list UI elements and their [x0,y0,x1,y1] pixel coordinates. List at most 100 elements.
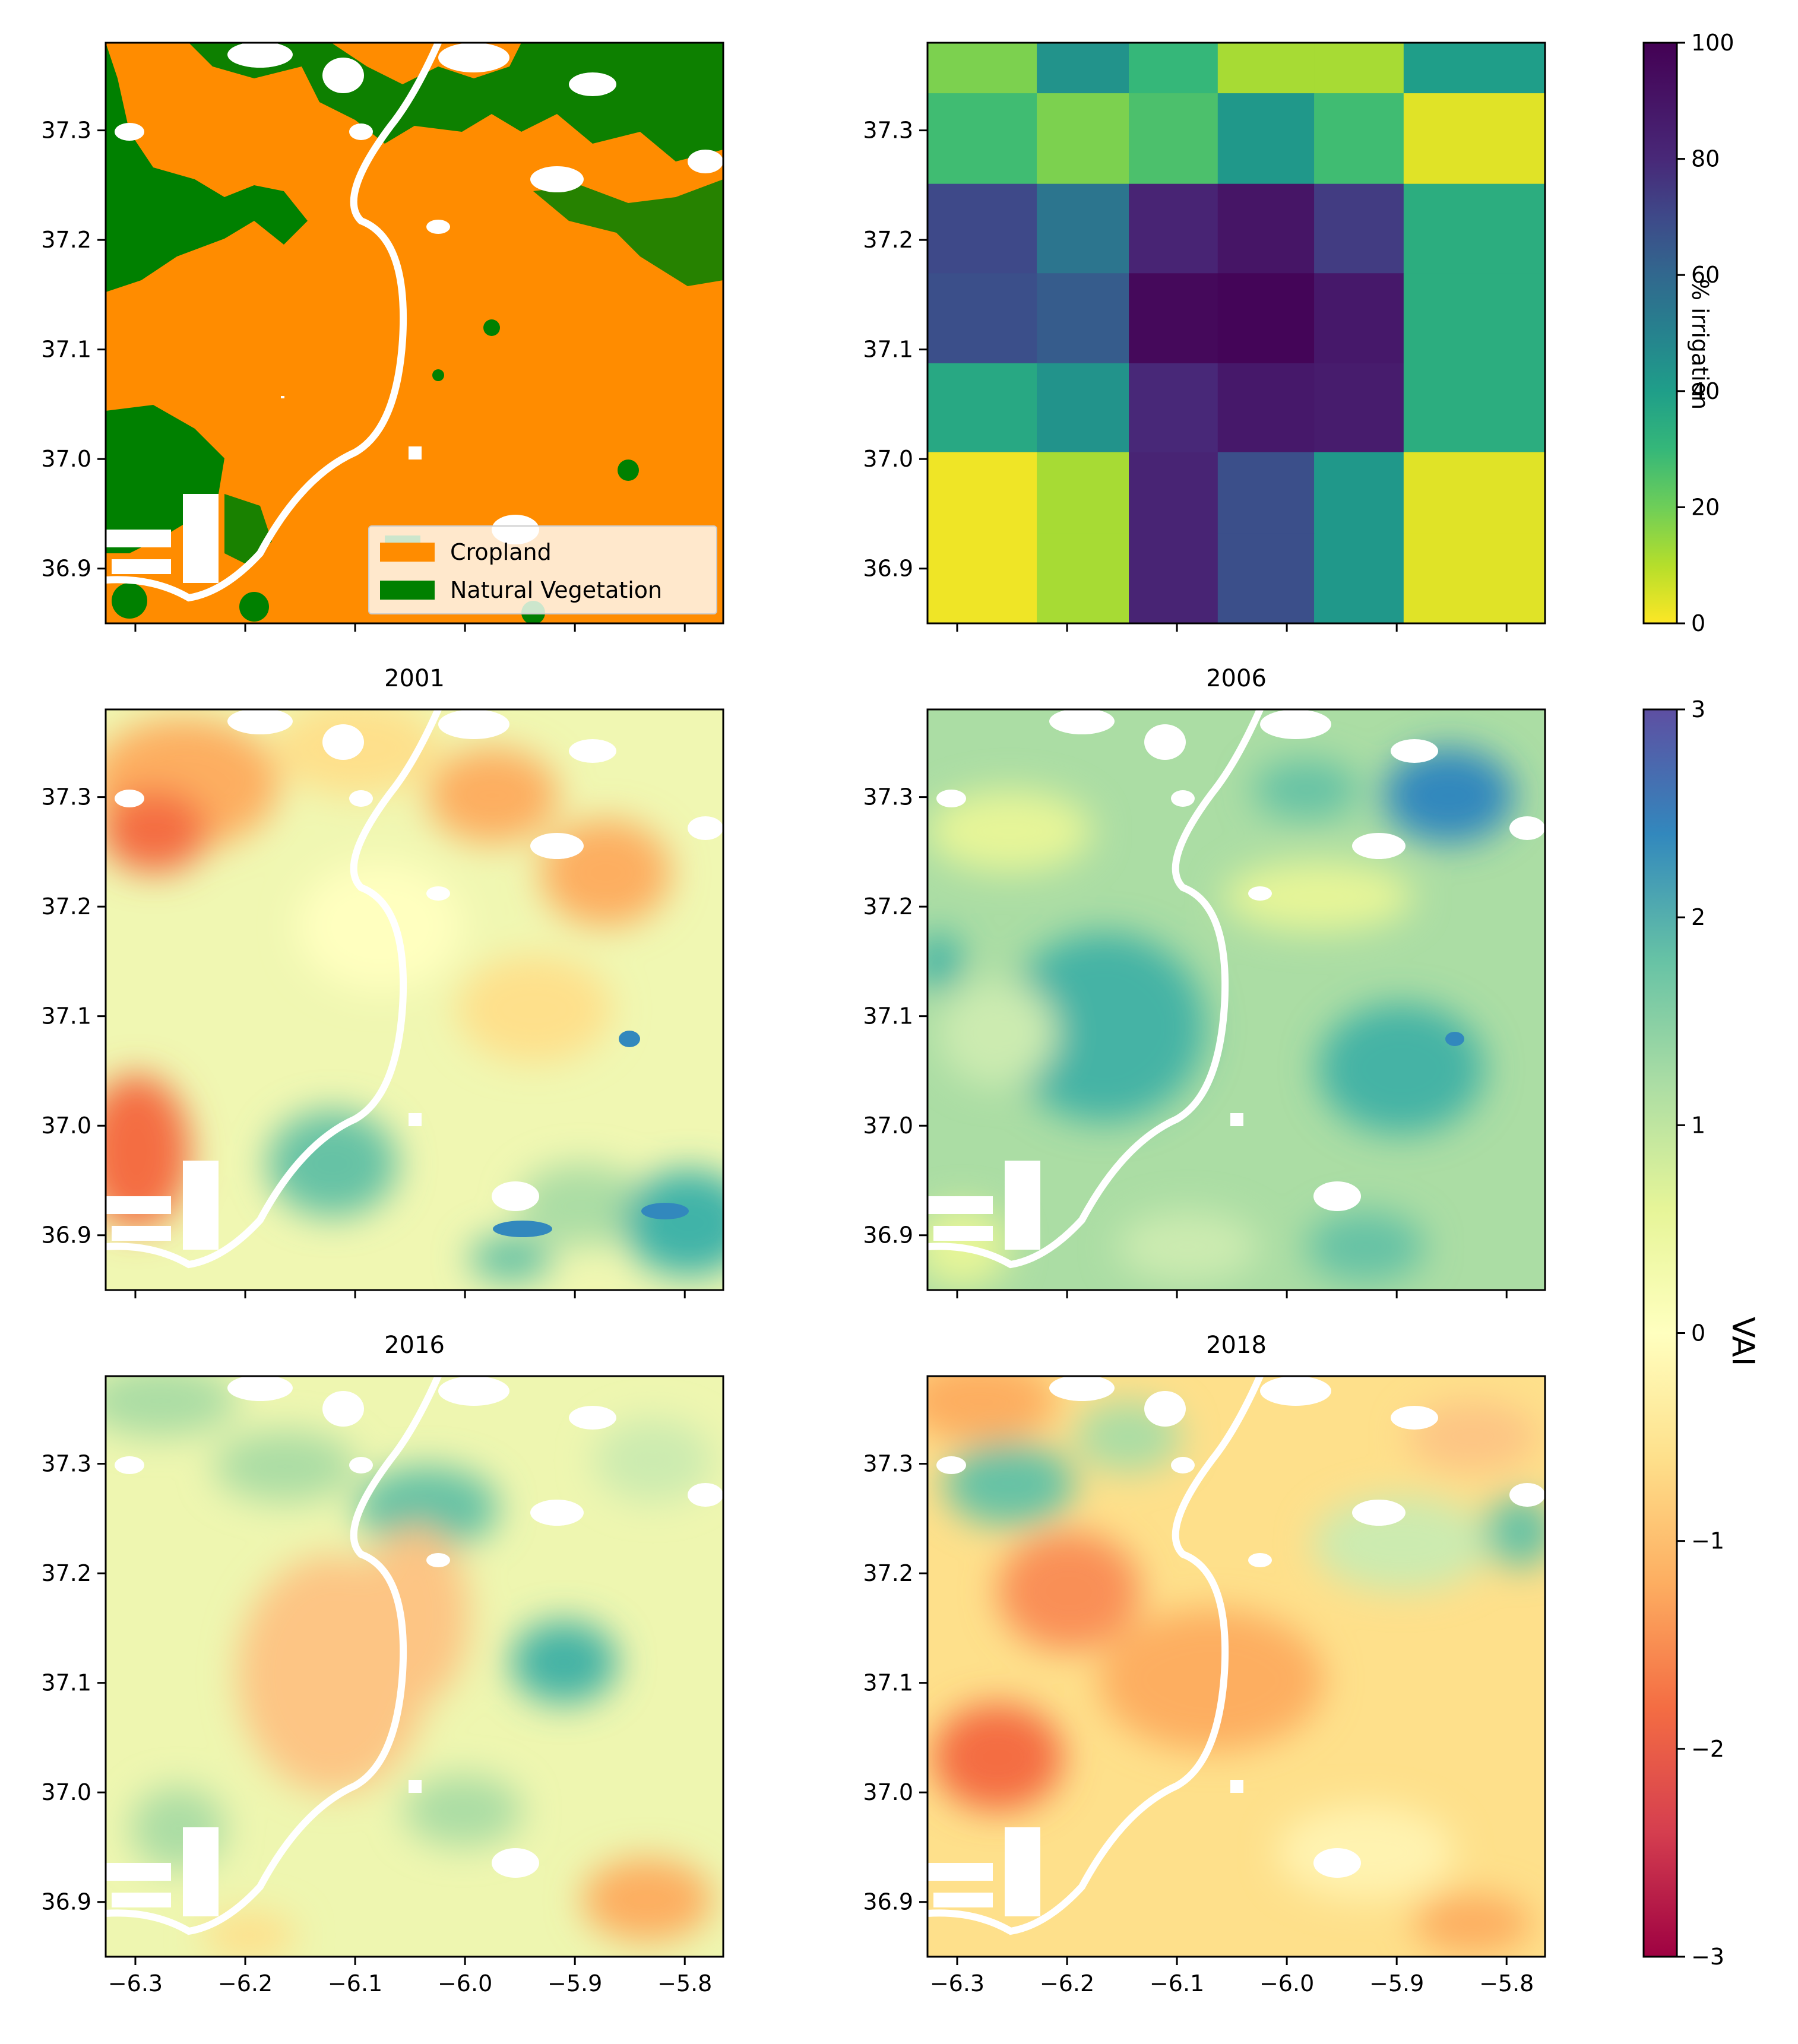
irrigation-cell [1129,183,1218,274]
irrigation-cell [1403,273,1545,364]
y-tick-label: 37.2 [41,227,91,253]
x-tick-label: −6.0 [438,1970,492,1997]
y-tick-label: 37.0 [41,1113,91,1139]
y-tick-label: 37.0 [41,1779,91,1805]
vai-colorbar-tick-label: 3 [1691,696,1705,722]
irrigation-cell [1037,533,1129,623]
y-tick-label: 37.1 [41,1003,91,1029]
panel-title-2001: 2001 [384,665,445,692]
irrigation-colorbar-tick-label: 20 [1691,494,1720,520]
irrigation-colorbar [1642,42,1678,625]
x-tick-label: −5.8 [657,1970,712,1997]
irrigation-cell [1314,533,1404,623]
y-tick-label: 36.9 [863,556,913,582]
x-tick-label: −6.2 [218,1970,273,1997]
y-tick-label: 37.2 [863,227,913,253]
legend-item-cropland: Cropland [380,537,552,567]
x-tick-label: −6.3 [930,1970,985,1997]
vai-colorbar-tick-label: −1 [1691,1528,1724,1554]
y-tick-label: 37.2 [41,1560,91,1586]
irrigation-cell [1403,363,1545,452]
irrigation-cell [928,273,1037,364]
y-tick-label: 37.3 [41,1451,91,1477]
irrigation-cell [928,533,1037,623]
y-tick-label: 37.0 [863,1113,913,1139]
y-tick-label: 37.3 [863,784,913,810]
irrigation-cell [1217,273,1315,364]
y-tick-label: 37.2 [41,893,91,920]
irrigation-cell [1403,533,1545,623]
panel-vai-2001 [106,709,723,1290]
irrigation-colorbar-tick-label: 0 [1691,610,1705,636]
irrigation-cell [1314,43,1404,94]
irrigation-cell [1129,363,1218,452]
y-tick-label: 37.1 [863,337,913,363]
irrigation-cell [928,363,1037,452]
irrigation-cell [1129,452,1218,534]
irrigation-cell [928,93,1037,185]
legend-label-cropland: Cropland [450,539,552,565]
irrigation-cell [1403,183,1545,274]
irrigation-cell [1314,273,1404,364]
y-tick-label: 37.3 [863,1451,913,1477]
panel-vai-2006 [928,709,1545,1290]
y-tick-label: 36.9 [41,556,91,582]
vai-colorbar-label: VAI [1725,1317,1761,1367]
y-tick-label: 37.2 [863,893,913,920]
vai-colorbar-tick-label: 1 [1691,1112,1705,1138]
vai-colorbar-tick-label: −2 [1691,1736,1724,1762]
irrigation-cell [1314,183,1404,274]
x-tick-label: −5.8 [1479,1970,1534,1997]
y-tick-label: 37.1 [863,1003,913,1029]
irrigation-cell [928,452,1037,534]
panel-title-2018: 2018 [1206,1332,1267,1359]
panel-title-2016: 2016 [384,1332,445,1359]
panel-irrigation-frame [926,42,1546,625]
irrigation-cell [1217,93,1315,185]
x-tick-label: −6.0 [1259,1970,1314,1997]
panel-vai-2001-frame [105,708,724,1291]
irrigation-colorbar-label: % irrigation [1687,279,1713,410]
irrigation-cell [1217,43,1315,94]
panel-vai-2006-frame [926,708,1546,1291]
y-tick-label: 37.1 [863,1670,913,1696]
panel-land-cover-frame [105,42,724,625]
land-cover-legend: Cropland Natural Vegetation [368,525,717,614]
irrigation-colorbar-tick-label: 80 [1691,146,1720,172]
x-tick-label: −6.1 [328,1970,382,1997]
panel-vai-2016-frame [105,1375,724,1958]
panel-title-2006: 2006 [1206,665,1267,692]
irrigation-cell [1217,533,1315,623]
irrigation-cell [1037,452,1129,534]
y-tick-label: 37.3 [41,118,91,144]
y-tick-label: 37.3 [41,784,91,810]
irrigation-colorbar-tick-label: 40 [1691,378,1720,404]
irrigation-cell [928,43,1037,94]
irrigation-cell [1037,183,1129,274]
irrigation-cell [1037,93,1129,185]
irrigation-cell [1217,363,1315,452]
vai-colorbar [1642,708,1678,1958]
y-tick-label: 37.1 [41,337,91,363]
y-tick-label: 36.9 [863,1222,913,1248]
y-tick-label: 36.9 [41,1222,91,1248]
irrigation-colorbar-tick-label: 100 [1691,30,1734,56]
irrigation-cell [1217,452,1315,534]
irrigation-cell [1129,43,1218,94]
natural-vegetation-swatch [380,581,435,600]
irrigation-cell [1403,93,1545,185]
panel-vai-2016 [106,1376,723,1957]
vai-colorbar-tick-label: 0 [1691,1320,1705,1346]
x-tick-label: −5.9 [1369,1970,1424,1997]
vai-colorbar-tick-label: 2 [1691,904,1705,930]
panel-irrigation [928,43,1545,623]
y-tick-label: 37.3 [863,118,913,144]
y-tick-label: 37.0 [863,1779,913,1805]
irrigation-cell [1314,363,1404,452]
x-tick-label: −6.3 [108,1970,163,1997]
irrigation-cell [1037,273,1129,364]
y-tick-label: 37.2 [863,1560,913,1586]
cropland-swatch [380,543,435,562]
y-tick-label: 36.9 [41,1889,91,1915]
